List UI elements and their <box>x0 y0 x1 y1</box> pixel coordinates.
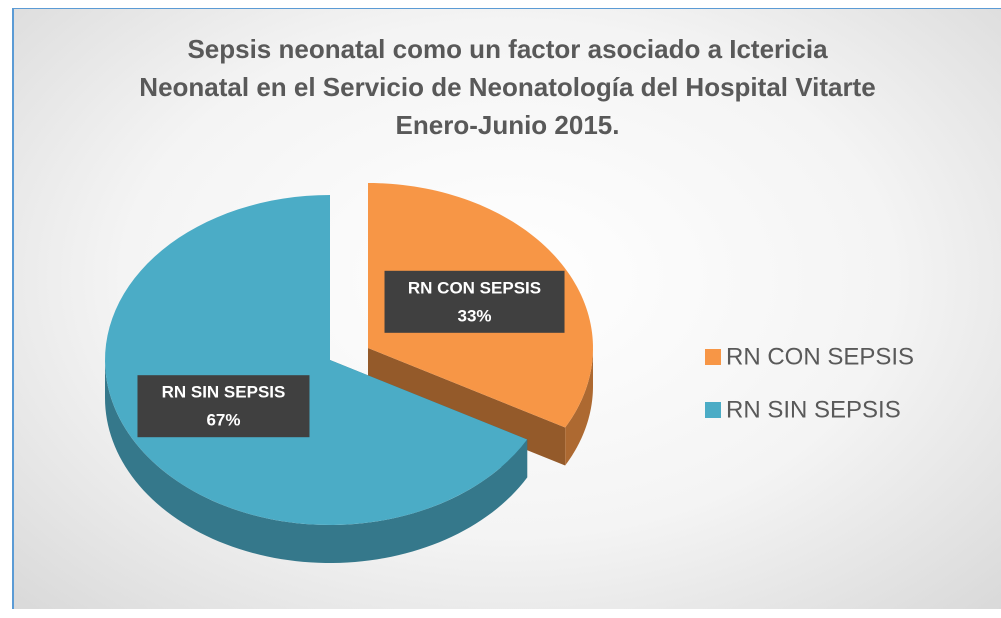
slice-side <box>105 360 528 563</box>
legend-swatch <box>705 349 721 365</box>
legend-label: RN CON SEPSIS <box>726 343 914 370</box>
slice-side <box>565 348 593 466</box>
slice <box>105 195 528 525</box>
data-label-value: 67% <box>206 411 240 430</box>
legend-swatch <box>705 402 721 418</box>
legend-label: RN SIN SEPSIS <box>726 396 901 423</box>
data-label-box <box>384 270 565 333</box>
data-label-category: RN CON SEPSIS <box>408 278 541 297</box>
chart-title: Sepsis neonatal como un factor asociado … <box>139 34 876 140</box>
data-label-box <box>137 375 310 438</box>
data-label-category: RN SIN SEPSIS <box>162 383 286 402</box>
data-label-value: 33% <box>458 306 492 325</box>
